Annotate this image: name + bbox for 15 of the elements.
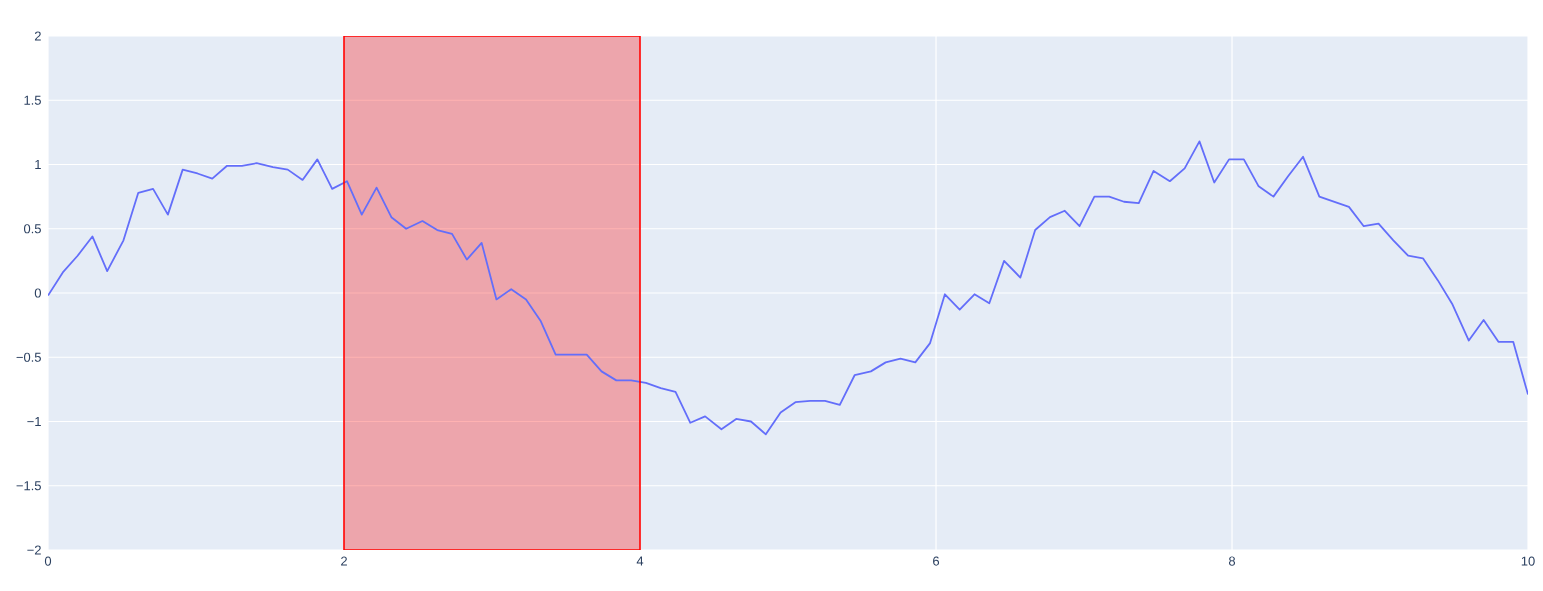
y-tick-label: 0.5 bbox=[23, 224, 41, 234]
y-tick-label: −2 bbox=[27, 545, 41, 555]
x-tick-label: 0 bbox=[44, 556, 52, 566]
x-tick-label: 4 bbox=[636, 556, 644, 566]
y-tick-label: −1.5 bbox=[16, 481, 41, 491]
y-tick-label: 0 bbox=[34, 288, 41, 298]
y-tick-label: −1 bbox=[27, 417, 41, 426]
y-tick-label: 1 bbox=[35, 160, 41, 169]
x-tick-label: 8 bbox=[1228, 556, 1236, 566]
y-tick-label: 2 bbox=[34, 31, 41, 41]
x-tick-label: 2 bbox=[341, 556, 347, 566]
x-tick-label: 10 bbox=[1521, 556, 1535, 566]
y-tick-label: 1.5 bbox=[24, 95, 41, 105]
y-tick-label: −0.5 bbox=[16, 352, 41, 362]
x-tick-label: 6 bbox=[933, 556, 940, 566]
